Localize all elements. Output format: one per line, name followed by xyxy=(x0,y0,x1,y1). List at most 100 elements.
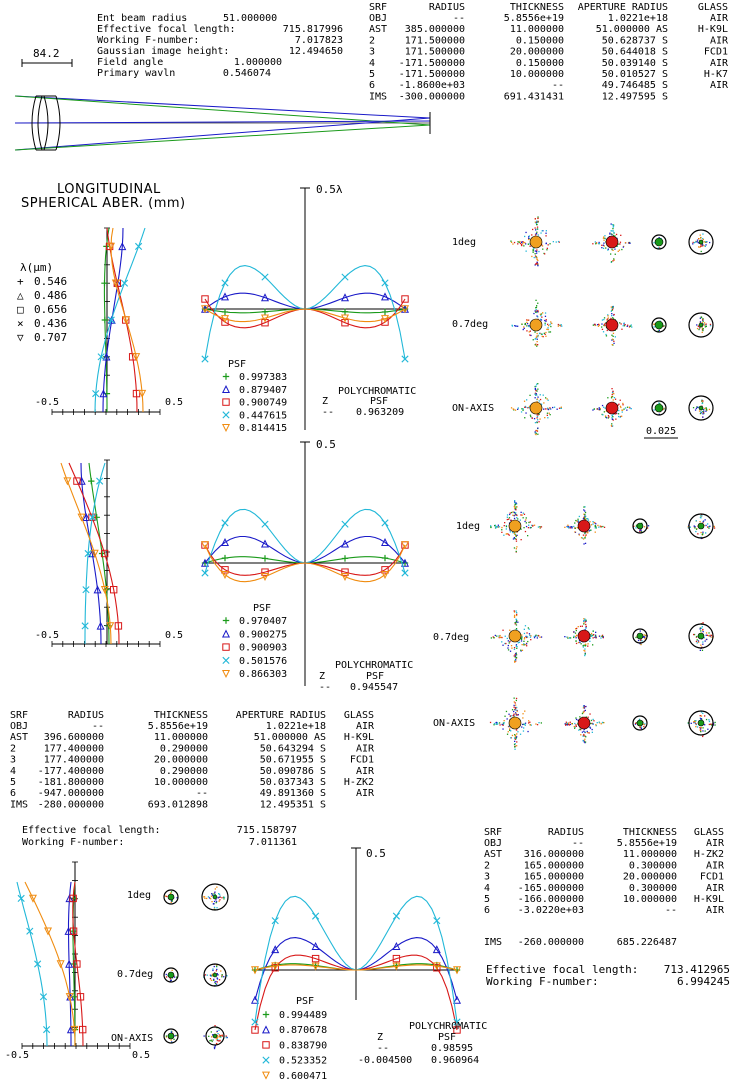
legend-marker-cross: × xyxy=(17,317,24,330)
series-marker xyxy=(220,292,230,301)
table-cell: 50.644018 S xyxy=(602,47,668,58)
series-marker xyxy=(69,927,78,935)
table-row: 5 -171.500000 10.000000 50.010527 S H-K7 xyxy=(369,69,728,80)
series-marker xyxy=(200,541,210,550)
series-marker xyxy=(453,1018,461,1026)
series-marker xyxy=(43,1026,51,1034)
table-cell: 165.000000 xyxy=(524,860,584,871)
table-cell: H-K9L xyxy=(698,24,728,35)
legend-value: 0.486 xyxy=(34,289,67,302)
psf-row: 0.866303 xyxy=(221,669,287,680)
spot-diagram xyxy=(564,506,606,545)
lens-layout-diagram: 84.2 xyxy=(14,47,431,151)
legend-marker-square: □ xyxy=(17,303,24,316)
table-header: GLASS xyxy=(698,2,728,13)
table-cell: 4 xyxy=(10,766,16,777)
spot-diagram xyxy=(592,305,633,346)
series-marker xyxy=(392,941,401,950)
table-cell: AIR xyxy=(356,721,375,732)
series-marker xyxy=(102,352,111,361)
spot-diagram xyxy=(592,388,632,427)
wavelength-legend: λ(μm) + 0.546 △ 0.486 □ 0.656 × 0.436 ▽ … xyxy=(17,261,67,344)
longitudinal-plot-3: -0.5 0.5 xyxy=(5,861,150,1061)
series-marker xyxy=(63,477,72,486)
aberration-curve xyxy=(80,462,102,645)
series-marker xyxy=(93,514,100,521)
field-label: 0.7deg xyxy=(433,632,469,643)
table-cell: 0.300000 xyxy=(629,860,677,871)
series-marker xyxy=(221,554,229,562)
z-header: Z xyxy=(377,1032,383,1043)
psf-header: PSF xyxy=(438,1032,456,1043)
table-cell: 3 xyxy=(484,872,490,883)
series-marker xyxy=(26,927,34,935)
series-marker xyxy=(341,568,349,576)
table-cell: 0.290000 xyxy=(160,766,208,777)
table-cell: AIR xyxy=(706,883,725,894)
table-cell: 177.400000 xyxy=(44,755,104,766)
table-cell: IMS xyxy=(369,91,387,102)
table-row: AST 316.000000 11.000000 H-ZK2 xyxy=(484,849,724,860)
legend-value: 0.436 xyxy=(34,317,67,330)
psf-row: 0.523352 xyxy=(262,1056,327,1067)
table-cell: 10.000000 xyxy=(154,777,208,788)
table-cell: AST xyxy=(369,24,387,35)
series-marker xyxy=(81,622,89,630)
series-marker xyxy=(221,308,229,316)
axis-max-label: 0.5 xyxy=(165,397,183,408)
table-row: OBJ -- 5.8556e+19 AIR xyxy=(484,838,725,849)
table-cell: AIR xyxy=(706,838,725,849)
field-label: 1deg xyxy=(127,890,151,901)
field-label: 1deg xyxy=(456,521,480,532)
series-marker xyxy=(311,962,320,971)
fno-label: Working F-number: xyxy=(22,837,124,848)
spot-diagram xyxy=(510,383,562,436)
table-cell: FCD1 xyxy=(704,47,728,58)
table-header: GLASS xyxy=(694,827,724,838)
table-header: THICKNESS xyxy=(623,827,677,838)
table-cell: 316.000000 xyxy=(524,849,584,860)
series-marker xyxy=(432,945,441,954)
spot-diagrams-1: 1deg 0.7deg ON-AXIS 0.025 xyxy=(452,216,714,439)
series-marker xyxy=(392,962,401,971)
series-marker xyxy=(261,273,269,281)
table-row: 4 -171.500000 0.150000 50.039140 S AIR xyxy=(369,58,729,69)
spot-diagram xyxy=(163,967,179,983)
table-cell: FCD1 xyxy=(350,755,374,766)
table-row: 6 -1.8600e+03 -- 49.746485 S AIR xyxy=(369,80,729,91)
table-cell: 12.497595 S xyxy=(602,91,668,102)
ray-bottom-green xyxy=(14,124,431,151)
table-cell: AIR xyxy=(356,788,375,799)
table-cell: OBJ xyxy=(484,838,502,849)
psf-value: 0.870678 xyxy=(279,1025,327,1036)
table-header: THICKNESS xyxy=(510,2,564,13)
table-cell: -177.400000 xyxy=(38,766,104,777)
table-row: 5 -166.000000 10.000000 H-K9L xyxy=(484,894,724,905)
table-cell: AIR xyxy=(710,13,729,24)
series-marker xyxy=(341,520,349,528)
opd-curve xyxy=(254,964,458,971)
series-marker xyxy=(222,617,230,624)
table-cell: -- xyxy=(665,905,677,916)
table-cell: 0.290000 xyxy=(160,743,208,754)
info-label: Field angle xyxy=(97,57,163,68)
aberration-curve xyxy=(24,881,76,1047)
series-marker xyxy=(341,319,349,327)
info-value: 0.546074 xyxy=(223,68,271,79)
table-row: AST 396.600000 11.000000 51.000000 AS H-K9L xyxy=(10,732,374,743)
spot-diagram xyxy=(632,518,650,534)
table-header: RADIUS xyxy=(429,2,465,13)
table-header: GLASS xyxy=(344,710,374,721)
table-row: OBJ -- 5.8556e+19 1.0221e+18 AIR xyxy=(369,13,729,24)
series-marker xyxy=(65,993,74,1002)
opd-scale-label: 0.5 xyxy=(316,438,336,451)
series-marker xyxy=(381,308,389,316)
table-row: 3 171.500000 20.000000 50.644018 S FCD1 xyxy=(369,47,728,58)
series-marker xyxy=(120,279,129,287)
series-marker xyxy=(380,292,390,301)
table-cell: -171.500000 xyxy=(399,69,465,80)
table-cell: 20.000000 xyxy=(154,755,208,766)
series-marker xyxy=(201,569,209,577)
z-value: -0.004500 xyxy=(358,1055,412,1066)
series-marker xyxy=(261,1025,271,1034)
